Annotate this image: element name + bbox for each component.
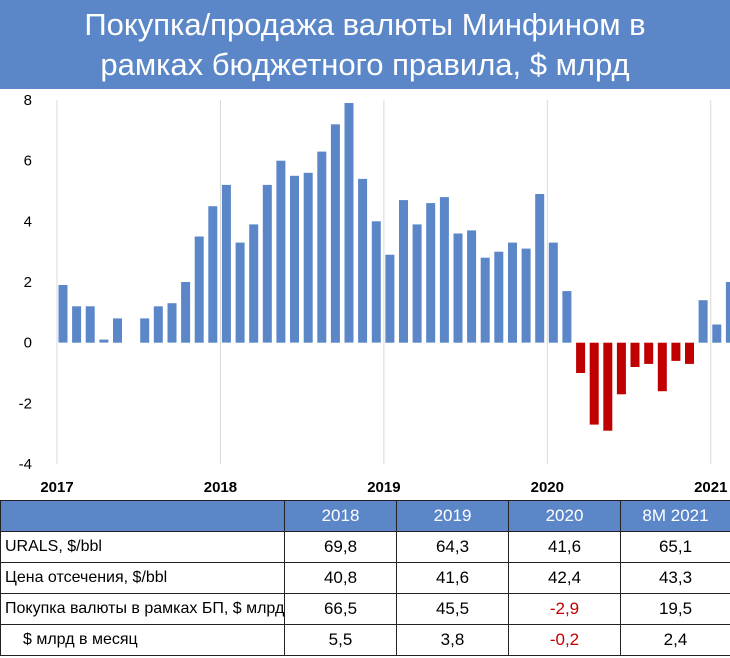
bar-positive <box>508 242 517 343</box>
row-label: URALS, $/bbl <box>0 531 285 563</box>
bar-negative <box>576 342 586 373</box>
bar-negative <box>644 342 654 364</box>
bar-positive <box>153 306 163 343</box>
y-tick-label: -2 <box>19 395 32 412</box>
table-row: Цена отсечения, $/bbl 40,8 41,6 42,4 43,… <box>0 562 730 594</box>
bar-negative <box>603 342 613 431</box>
table-header-cell: 2020 <box>508 500 621 532</box>
table-cell: 69,8 <box>284 531 397 563</box>
bar-positive <box>412 224 422 343</box>
table-cell: 42,4 <box>508 562 621 594</box>
table-cell: 41,6 <box>396 562 509 594</box>
chart-title-line-1: Покупка/продажа валюты Минфином в <box>84 6 646 42</box>
table-cell: 66,5 <box>284 593 397 625</box>
y-tick-label: 8 <box>24 92 32 109</box>
table-row: URALS, $/bbl 69,8 64,3 41,6 65,1 <box>0 531 730 563</box>
row-label: $ млрд в месяц <box>0 624 285 656</box>
bar-negative <box>630 342 640 367</box>
table-cell: 2,4 <box>620 624 730 656</box>
y-tick-label: 6 <box>24 153 32 170</box>
table-cell: 40,8 <box>284 562 397 594</box>
bar-positive <box>276 160 286 343</box>
x-tick-label: 2017 <box>40 479 73 496</box>
bar-positive <box>725 282 730 343</box>
bar-positive <box>562 291 572 343</box>
table-cell-negative: -0,2 <box>508 624 621 656</box>
bar-positive <box>58 285 68 343</box>
chart-title-banner: Покупка/продажа валюты Минфином в рамках… <box>0 0 730 89</box>
bar-positive <box>358 178 368 343</box>
bar-positive <box>208 206 218 343</box>
table-cell: 43,3 <box>620 562 730 594</box>
table-cell: 3,8 <box>396 624 509 656</box>
x-tick-label: 2018 <box>204 479 237 496</box>
chart-area: -4-202468201720182019202020214.5 <box>0 89 730 499</box>
table-cell: 41,6 <box>508 531 621 563</box>
chart-title-line-2: рамках бюджетного правила, $ млрд <box>100 46 630 82</box>
bar-positive <box>317 151 327 343</box>
bar-positive <box>181 282 191 343</box>
bar-positive <box>467 230 477 343</box>
table-cell: 64,3 <box>396 531 509 563</box>
table-cell: 65,1 <box>620 531 730 563</box>
x-tick-label: 2019 <box>367 479 400 496</box>
bar-positive <box>548 242 558 343</box>
row-label: Покупка валюты в рамках БП, $ млрд <box>0 593 285 625</box>
bar-positive <box>194 236 204 343</box>
bar-positive <box>303 172 313 343</box>
bar-negative <box>616 342 626 395</box>
bar-positive <box>494 251 504 343</box>
bar-positive <box>113 318 122 343</box>
bar-positive <box>712 324 722 343</box>
bar-positive <box>453 233 463 343</box>
bar-positive <box>235 242 245 343</box>
table-header-cell: 8M 2021 <box>620 500 730 532</box>
x-tick-label: 2021 <box>694 479 727 496</box>
bar-positive <box>698 300 708 343</box>
bar-negative <box>671 342 681 361</box>
bar-positive <box>480 257 490 343</box>
table-cell: 5,5 <box>284 624 397 656</box>
x-tick-label: 2020 <box>531 479 564 496</box>
bar-positive <box>399 200 408 343</box>
bar-positive <box>167 303 177 343</box>
y-tick-label: -4 <box>19 456 32 473</box>
table-header-cell: 2018 <box>284 500 397 532</box>
table-cell-negative: -2,9 <box>508 593 621 625</box>
bar-positive <box>330 124 340 343</box>
table-header-cell: 2019 <box>396 500 509 532</box>
bar-positive <box>262 184 272 343</box>
table-header-row: 2018 2019 2020 8M 2021 <box>0 500 730 532</box>
table-cell: 45,5 <box>396 593 509 625</box>
bar-positive <box>85 306 95 343</box>
bar-positive <box>439 197 449 343</box>
bar-positive <box>221 184 231 343</box>
bar-positive <box>140 318 150 343</box>
bar-positive <box>426 203 436 343</box>
table-cell: 19,5 <box>620 593 730 625</box>
bar-negative <box>657 342 667 392</box>
bar-positive <box>290 175 299 343</box>
table-row: Покупка валюты в рамках БП, $ млрд 66,5 … <box>0 593 730 625</box>
bar-positive <box>521 248 531 343</box>
y-tick-label: 2 <box>24 274 32 291</box>
bar-positive <box>344 103 354 343</box>
bar-positive <box>72 306 82 343</box>
bar-positive <box>371 221 381 343</box>
bar-positive <box>99 339 109 343</box>
summary-table-wrap: 2018 2019 2020 8M 2021 URALS, $/bbl 69,8… <box>0 500 730 658</box>
table-corner-cell <box>0 500 285 532</box>
row-label: Цена отсечения, $/bbl <box>0 562 285 594</box>
table-row: $ млрд в месяц 5,5 3,8 -0,2 2,4 <box>0 624 730 656</box>
summary-table: 2018 2019 2020 8M 2021 URALS, $/bbl 69,8… <box>0 500 730 656</box>
y-tick-label: 4 <box>24 213 32 230</box>
bar-chart: -4-202468201720182019202020214.5 <box>19 92 730 496</box>
bar-positive <box>535 194 545 343</box>
bar-positive <box>385 254 395 343</box>
bar-positive <box>249 224 259 343</box>
y-tick-label: 0 <box>24 335 32 352</box>
bar-negative <box>685 342 694 364</box>
bar-negative <box>589 342 599 425</box>
